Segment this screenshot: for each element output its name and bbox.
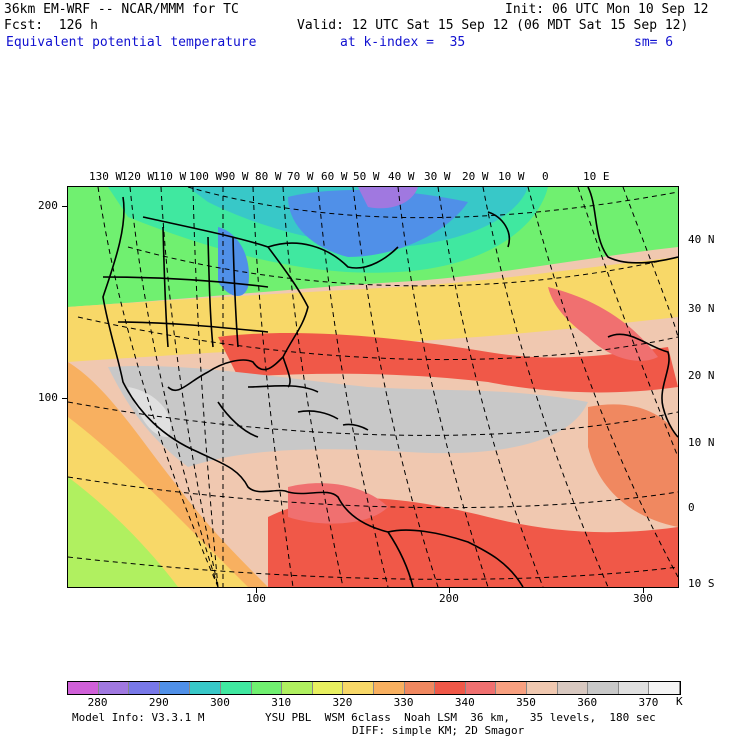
color-scale-unit: K [676,695,683,708]
color-swatch [404,682,436,694]
color-swatch [496,682,527,694]
grid-x-label: 200 [439,592,459,605]
model-title: 36km EM-WRF -- NCAR/MMM for TC [4,2,239,17]
longitude-label: 40 W [388,170,415,183]
color-swatch [251,682,283,694]
color-scale-bar [67,681,681,695]
longitude-label: 70 W [287,170,314,183]
latitude-label: 40 N [688,233,715,246]
latitude-label: 10 N [688,436,715,449]
band-yellow [68,257,678,362]
color-scale-label: 330 [393,696,414,709]
latitude-label: 30 N [688,302,715,315]
latitude-label: 20 N [688,369,715,382]
color-scale-label: 360 [577,696,598,709]
color-swatch [465,682,497,694]
color-swatch [557,682,589,694]
longitude-label: 60 W [321,170,348,183]
color-scale-label: 300 [210,696,230,709]
color-swatch [588,682,619,694]
field-name: Equivalent potential temperature [6,35,257,50]
color-scale-label: 310 [271,696,292,709]
longitude-label: 10 W [498,170,525,183]
african-coast-moist [548,287,658,361]
color-swatch [343,682,374,694]
longitude-label: 0 [542,170,549,183]
graticule [68,187,678,587]
physics-info: YSU PBL WSM 6class Noah LSM 36 km, 35 le… [265,711,656,724]
pacific-green [68,477,178,587]
coastlines [102,187,678,587]
init-time: Init: 06 UTC Mon 10 Sep 12 [505,2,709,17]
color-swatch [159,682,191,694]
color-scale-label: 370 [638,696,659,709]
theta-e-field-map [68,187,678,587]
south-america-moist [268,498,678,587]
color-swatch [282,682,313,694]
longitude-label: 50 W [353,170,380,183]
color-scale-label: 350 [516,696,536,709]
color-scale-label: 320 [332,696,353,709]
longitude-label: 110 W [153,170,187,183]
longitude-label: 120 W [121,170,155,183]
subtropical-moist-tongue [218,332,678,393]
smoothing-info: sm= 6 [634,35,674,50]
band-purple [358,187,418,209]
grid-y-tick [62,206,67,207]
color-scale-label: 280 [87,696,108,709]
grid-x-tick [256,588,257,593]
color-swatch [618,682,650,694]
grid-x-tick [449,588,450,593]
dry-air-region [108,366,588,467]
color-swatch [435,682,466,694]
grid-y-label: 200 [38,199,58,212]
longitude-label: 20 W [462,170,489,183]
model-info: Model Info: V3.3.1 M [72,711,205,724]
longitude-label: 130 W [89,170,123,183]
latitude-label: 0 [688,501,695,514]
valid-time: Valid: 12 UTC Sat 15 Sep 12 (06 MDT Sat … [297,18,689,33]
color-swatch [190,682,221,694]
diffusion-info: DIFF: simple KM; 2D Smagor [352,724,525,737]
band-blue [288,190,468,257]
grid-x-tick [643,588,644,593]
longitude-label: 100 W [189,170,223,183]
color-swatch [649,682,680,694]
color-swatch [68,682,99,694]
grid-x-label: 300 [633,592,653,605]
grid-y-tick [62,398,67,399]
longitude-label: 80 W [255,170,282,183]
level-info: at k-index = 35 [340,35,466,50]
grid-x-label: 100 [246,592,266,605]
color-swatch [129,682,160,694]
color-scale-label: 340 [454,696,475,709]
color-swatch [220,682,252,694]
latitude-label: 10 S [688,577,715,590]
longitude-label: 10 E [583,170,610,183]
forecast-hour: Fcst: 126 h [4,18,98,33]
mexico-dry [128,387,171,437]
longitude-label: 90 W [222,170,249,183]
longitude-label: 30 W [424,170,451,183]
color-swatch [373,682,405,694]
color-swatch [98,682,130,694]
color-swatch [526,682,558,694]
color-scale-label: 290 [148,696,169,709]
grid-y-label: 100 [38,391,58,404]
color-swatch [312,682,344,694]
map-panel [67,186,679,588]
